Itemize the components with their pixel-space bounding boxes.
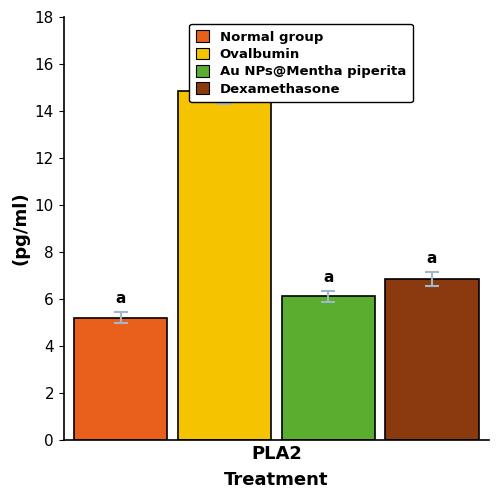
Bar [74, 318, 168, 440]
Legend: Normal group, Ovalbumin, Au NPs@Mentha piperita, Dexamethasone: Normal group, Ovalbumin, Au NPs@Mentha p… [190, 24, 412, 102]
X-axis label: Treatment: Treatment [224, 471, 328, 489]
Text: b: b [219, 58, 230, 72]
Y-axis label: (pg/ml): (pg/ml) [11, 192, 29, 265]
Text: a: a [426, 251, 437, 266]
Bar [282, 296, 375, 440]
Text: a: a [116, 291, 126, 306]
Bar [178, 91, 271, 440]
Bar [385, 279, 478, 440]
Text: a: a [323, 270, 334, 284]
